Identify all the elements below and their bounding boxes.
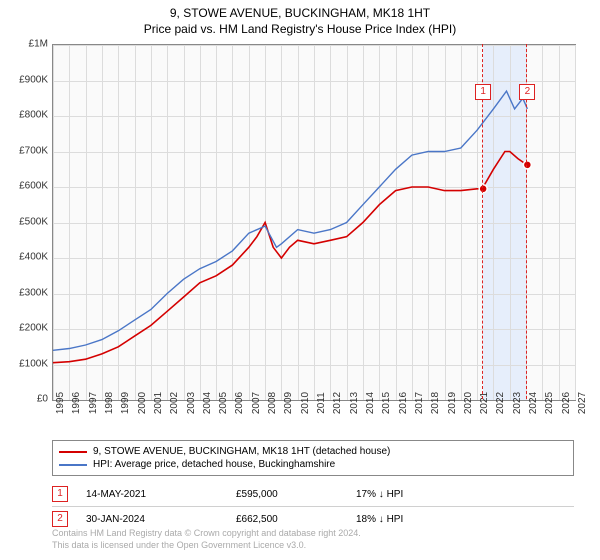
event-id-badge: 1: [52, 486, 68, 502]
callout-badge: 1: [475, 84, 491, 100]
x-axis-label: 2013: [349, 392, 360, 414]
legend: 9, STOWE AVENUE, BUCKINGHAM, MK18 1HT (d…: [52, 440, 574, 476]
x-axis-label: 1997: [88, 392, 99, 414]
legend-swatch: [59, 464, 87, 466]
legend-item: HPI: Average price, detached house, Buck…: [59, 458, 567, 471]
x-axis-label: 2000: [137, 392, 148, 414]
chart-title: 9, STOWE AVENUE, BUCKINGHAM, MK18 1HT: [0, 0, 600, 22]
x-axis-label: 2016: [398, 392, 409, 414]
x-axis-label: 2023: [512, 392, 523, 414]
event-date: 14-MAY-2021: [86, 489, 236, 500]
plot-area: [52, 44, 576, 401]
data-marker: [479, 185, 487, 193]
footer-line: This data is licensed under the Open Gov…: [52, 540, 574, 552]
x-axis-label: 2007: [251, 392, 262, 414]
x-axis-label: 2022: [495, 392, 506, 414]
x-axis-label: 2002: [169, 392, 180, 414]
x-axis-label: 2001: [153, 392, 164, 414]
line-layer: [53, 45, 575, 400]
y-axis-label: £800K: [4, 110, 48, 121]
x-axis-label: 2008: [267, 392, 278, 414]
price-events-table: 1 14-MAY-2021 £595,000 17% ↓ HPI 2 30-JA…: [52, 482, 574, 531]
y-axis-label: £0: [4, 394, 48, 405]
legend-item: 9, STOWE AVENUE, BUCKINGHAM, MK18 1HT (d…: [59, 445, 567, 458]
x-axis-label: 2010: [300, 392, 311, 414]
x-axis-label: 2011: [316, 392, 327, 414]
x-axis-label: 2027: [577, 392, 588, 414]
event-price: £595,000: [236, 489, 356, 500]
x-axis-label: 2005: [218, 392, 229, 414]
legend-label: 9, STOWE AVENUE, BUCKINGHAM, MK18 1HT (d…: [93, 446, 390, 457]
x-axis-label: 1998: [104, 392, 115, 414]
data-marker: [523, 161, 531, 169]
callout-badge: 2: [519, 84, 535, 100]
legend-swatch: [59, 451, 87, 453]
table-row: 1 14-MAY-2021 £595,000 17% ↓ HPI: [52, 482, 574, 507]
x-axis-label: 2012: [332, 392, 343, 414]
event-pct: 17% ↓ HPI: [356, 489, 476, 500]
footer: Contains HM Land Registry data © Crown c…: [52, 528, 574, 551]
event-id-badge: 2: [52, 511, 68, 527]
chart-container: 9, STOWE AVENUE, BUCKINGHAM, MK18 1HT Pr…: [0, 0, 600, 560]
event-pct: 18% ↓ HPI: [356, 514, 476, 525]
x-axis-label: 1996: [71, 392, 82, 414]
y-axis-label: £700K: [4, 145, 48, 156]
y-axis-label: £200K: [4, 323, 48, 334]
x-axis-label: 2019: [447, 392, 458, 414]
series-line: [483, 152, 527, 188]
x-axis-label: 1999: [120, 392, 131, 414]
x-axis-label: 2017: [414, 392, 425, 414]
x-axis-label: 2020: [463, 392, 474, 414]
x-axis-label: 2021: [479, 392, 490, 414]
x-axis-label: 2018: [430, 392, 441, 414]
x-axis-label: 2009: [283, 392, 294, 414]
event-date: 30-JAN-2024: [86, 514, 236, 525]
event-price: £662,500: [236, 514, 356, 525]
footer-line: Contains HM Land Registry data © Crown c…: [52, 528, 574, 540]
chart-subtitle: Price paid vs. HM Land Registry's House …: [0, 22, 600, 40]
y-axis-label: £900K: [4, 74, 48, 85]
legend-label: HPI: Average price, detached house, Buck…: [93, 459, 335, 470]
x-axis-label: 2014: [365, 392, 376, 414]
x-axis-label: 2003: [186, 392, 197, 414]
x-axis-label: 1995: [55, 392, 66, 414]
y-axis-label: £300K: [4, 287, 48, 298]
series-line: [53, 91, 527, 350]
y-axis-label: £1M: [4, 39, 48, 50]
x-axis-label: 2026: [561, 392, 572, 414]
y-axis-label: £500K: [4, 216, 48, 227]
x-axis-label: 2015: [381, 392, 392, 414]
series-line: [53, 187, 483, 363]
y-axis-label: £400K: [4, 252, 48, 263]
x-axis-label: 2024: [528, 392, 539, 414]
y-axis-label: £100K: [4, 358, 48, 369]
x-axis-label: 2006: [234, 392, 245, 414]
y-axis-label: £600K: [4, 181, 48, 192]
x-axis-label: 2004: [202, 392, 213, 414]
x-axis-label: 2025: [544, 392, 555, 414]
